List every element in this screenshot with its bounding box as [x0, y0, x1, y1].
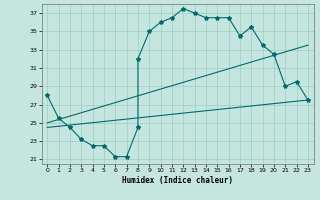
- X-axis label: Humidex (Indice chaleur): Humidex (Indice chaleur): [122, 176, 233, 185]
